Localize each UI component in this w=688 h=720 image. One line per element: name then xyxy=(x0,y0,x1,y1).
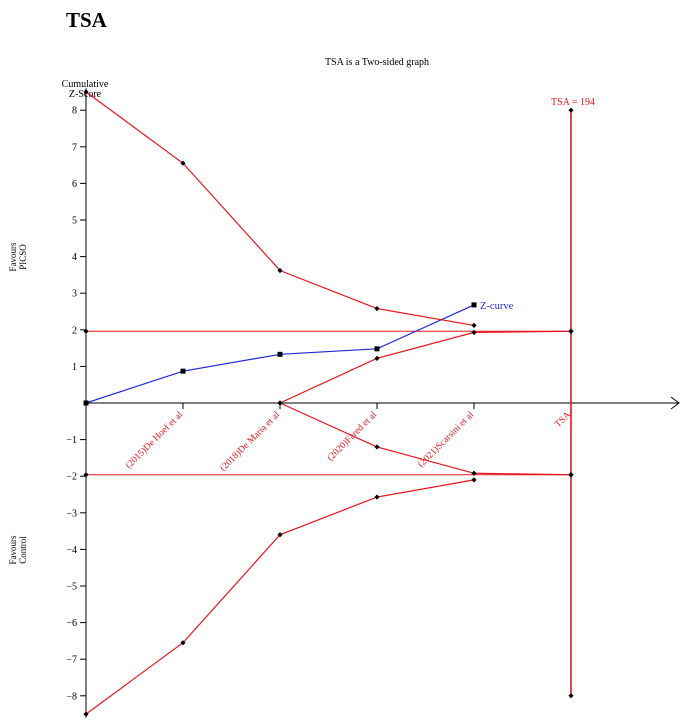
boundary-lines xyxy=(83,107,574,699)
y-tick-label--3: −3 xyxy=(66,508,77,519)
y-tick-label--4: −4 xyxy=(66,545,77,556)
boundary-point-3-1 xyxy=(374,355,380,361)
series-layer xyxy=(83,89,574,717)
x-axis-arrow xyxy=(670,396,680,410)
favours-picso-line-2: PICSO xyxy=(18,244,28,270)
y-tick-label-1: 1 xyxy=(72,362,77,373)
z-curve-point-4 xyxy=(471,302,477,308)
x-tick-label-4: (2021)Scarsini et al xyxy=(416,409,477,470)
boundary-point-1-1 xyxy=(180,160,186,166)
y-tick-label-4: 4 xyxy=(72,252,77,263)
y-tick-label-8: 8 xyxy=(72,106,77,117)
y-axis-label-line-1: Cumulative xyxy=(62,79,109,90)
z-curve-point-0 xyxy=(83,400,89,406)
favours-control-line-1: Favours xyxy=(8,535,18,564)
boundary-point-3-2 xyxy=(471,329,477,335)
boundary-start-marker-1 xyxy=(83,472,89,478)
boundary-point-4-1 xyxy=(374,444,380,450)
series-boundary-line-3 xyxy=(279,330,572,404)
boundary-point-2-3 xyxy=(374,494,380,500)
y-tick-label--7: −7 xyxy=(66,655,77,666)
y-tick-label--2: −2 xyxy=(66,472,77,483)
tsa-bottom-marker xyxy=(568,693,574,699)
y-ticks: −8 −7 −6 −5 −4 −3 −2 −1 1 2 3 4 5 6 7 8 xyxy=(66,106,86,702)
x-tick-label-1: (2015)De Hoef et al xyxy=(123,409,185,471)
y-tick-label-7: 7 xyxy=(72,142,77,153)
series-boundary-line-1 xyxy=(85,91,475,326)
series-boundary-line-4 xyxy=(279,402,572,476)
boundary-point-4-2 xyxy=(471,470,477,476)
page-heading: TSA xyxy=(66,8,107,32)
boundary-point-4-0 xyxy=(277,400,283,406)
z-curve-point-3 xyxy=(374,346,380,352)
y-tick-label--5: −5 xyxy=(66,582,77,593)
chart-title: TSA is a Two-sided graph xyxy=(325,57,429,68)
z-curve-point-2 xyxy=(277,351,283,357)
boundary-point-1-3 xyxy=(374,305,380,312)
boundary-point-2-0 xyxy=(83,711,89,717)
boundary-start-marker-0 xyxy=(83,328,89,334)
boundary-point-1-2 xyxy=(277,267,283,274)
boundary-point-1-4 xyxy=(471,322,477,329)
y-tick-label-3: 3 xyxy=(72,289,77,300)
boundary-point-4-3 xyxy=(568,472,574,478)
y-tick-label-5: 5 xyxy=(72,216,77,227)
axes xyxy=(85,88,680,718)
boundary-point-2-4 xyxy=(471,477,477,483)
boundary-point-3-3 xyxy=(568,328,574,334)
y-tick-label-6: 6 xyxy=(72,179,77,190)
z-curve-label: Z-curve xyxy=(480,301,514,312)
chart-labels: TSA = 194 Z-curve xyxy=(480,97,595,312)
series-boundary-line-2 xyxy=(85,479,475,715)
tsa-label: TSA = 194 xyxy=(551,97,595,108)
z-curve-point-1 xyxy=(180,368,186,374)
y-tick-label--6: −6 xyxy=(66,618,77,629)
boundary-point-2-1 xyxy=(180,640,186,646)
boundary-point-2-2 xyxy=(277,532,283,538)
y-tick-label-2: 2 xyxy=(72,325,77,336)
y-axis-label-line-2: Z-Score xyxy=(69,89,102,100)
tsa-top-marker xyxy=(568,107,574,113)
y-tick-label--8: −8 xyxy=(66,691,77,702)
favours-control-line-2: Control xyxy=(18,536,28,564)
favours-picso-line-1: Favours xyxy=(8,242,18,271)
x-tick-label-2: (2018)De Maria et al xyxy=(218,409,283,474)
boundary-point-1-0 xyxy=(83,89,89,95)
y-tick-label--1: −1 xyxy=(66,435,77,446)
x-ticks: (2015)De Hoef et al (2018)De Maria et al (… xyxy=(123,403,573,474)
